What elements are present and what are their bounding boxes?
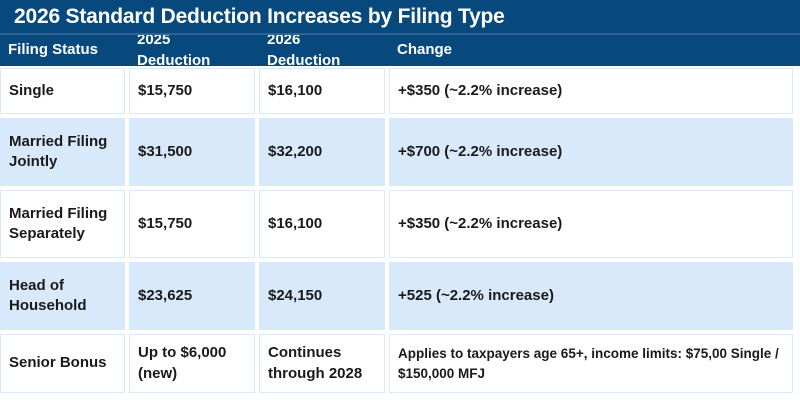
table-row-married-filing-jointly: Married Filing Jointly $31,500 $32,200 +… (0, 118, 793, 186)
cell-text: +$350 (~2.2% increase) (398, 214, 563, 232)
column-header-change: Change (397, 41, 453, 59)
cell-2026-deduction: Continues through 2028 (259, 334, 385, 393)
cell-filing-status: Married Filing Separately (0, 190, 125, 258)
title-bar: 2026 Standard Deduction Increases by Fil… (0, 0, 800, 35)
cell-filing-status: Head of Household (0, 262, 125, 330)
cell-change: Applies to taxpayers age 65+, income lim… (389, 334, 793, 393)
cell-text: Up to $6,000 (new) (138, 344, 227, 382)
cell-change: +525 (~2.2% increase) (389, 262, 793, 330)
cell-text: Married Filing Separately (9, 204, 108, 242)
cell-filing-status: Single (0, 68, 125, 114)
cell-filing-status: Senior Bonus (0, 334, 125, 393)
cell-text: Applies to taxpayers age 65+, income lim… (398, 345, 779, 381)
table-row-single: Single $15,750 $16,100 +$350 (~2.2% incr… (0, 68, 793, 114)
cell-2025-deduction: $31,500 (129, 118, 255, 186)
cell-text: Continues through 2028 (268, 344, 363, 382)
table-row-married-filing-separately: Married Filing Separately $15,750 $16,10… (0, 190, 793, 258)
cell-text: +$350 (~2.2% increase) (398, 81, 563, 99)
cell-change: +$350 (~2.2% increase) (389, 190, 793, 258)
cell-text: $15,750 (138, 81, 193, 99)
cell-2026-deduction: $16,100 (259, 68, 385, 114)
cell-text: +525 (~2.2% increase) (398, 286, 554, 304)
column-header-2025-deduction: 2025 Deduction (137, 35, 211, 66)
cell-text: $32,200 (268, 142, 323, 160)
cell-text: Single (9, 81, 55, 99)
cell-text: $16,100 (268, 81, 323, 99)
cell-text: Married Filing Jointly (9, 132, 108, 170)
table-header-row: Filing Status 2025 Deduction 2026 Deduct… (0, 35, 800, 66)
cell-text: $23,625 (138, 286, 193, 304)
cell-change: +$350 (~2.2% increase) (389, 68, 793, 114)
cell-2026-deduction: $24,150 (259, 262, 385, 330)
cell-text: Head of Household (9, 276, 87, 314)
cell-text: $31,500 (138, 142, 193, 160)
column-header-2026-deduction: 2026 Deduction (267, 35, 341, 66)
cell-2025-deduction: $15,750 (129, 190, 255, 258)
table-row-senior-bonus: Senior Bonus Up to $6,000 (new) Continue… (0, 334, 793, 393)
column-header-filing-status: Filing Status (8, 41, 98, 59)
cell-2026-deduction: $16,100 (259, 190, 385, 258)
cell-2025-deduction: $23,625 (129, 262, 255, 330)
cell-2025-deduction: Up to $6,000 (new) (129, 334, 255, 393)
cell-text: +$700 (~2.2% increase) (398, 142, 563, 160)
cell-filing-status: Married Filing Jointly (0, 118, 125, 186)
cell-2026-deduction: $32,200 (259, 118, 385, 186)
cell-change: +$700 (~2.2% increase) (389, 118, 793, 186)
cell-text: $16,100 (268, 214, 323, 232)
cell-2025-deduction: $15,750 (129, 68, 255, 114)
cell-text: $24,150 (268, 286, 323, 304)
cell-text: $15,750 (138, 214, 193, 232)
cell-text: Senior Bonus (9, 354, 107, 372)
table-row-head-of-household: Head of Household $23,625 $24,150 +525 (… (0, 262, 793, 330)
page-title: 2026 Standard Deduction Increases by Fil… (14, 4, 505, 28)
table-body: Single $15,750 $16,100 +$350 (~2.2% incr… (0, 68, 800, 393)
